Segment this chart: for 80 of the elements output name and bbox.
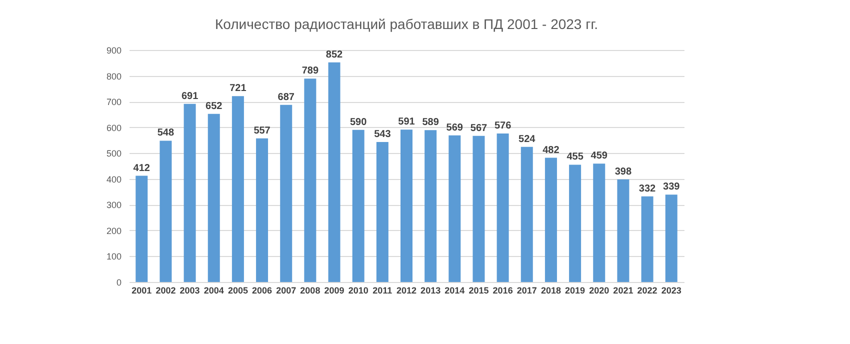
x-tick-label: 2017	[516, 286, 537, 296]
x-tick-label: 2011	[372, 286, 392, 296]
data-label: 569	[446, 122, 464, 134]
chart-title: Количество радиостанций работавших в ПД 2001 - 2023 гг.	[214, 16, 598, 32]
data-label: 455	[566, 152, 584, 163]
x-tick-label: 2010	[348, 286, 368, 296]
x-tick-label: 2021	[613, 286, 634, 296]
x-tick-label: 2023	[661, 286, 682, 296]
y-tick-label: 500	[106, 148, 122, 159]
bar	[472, 136, 485, 282]
x-tick-label: 2002	[156, 286, 176, 296]
data-label: 721	[230, 83, 247, 94]
bar	[136, 176, 148, 282]
bar	[593, 164, 606, 282]
bar	[641, 196, 654, 282]
data-label: 589	[422, 117, 440, 128]
x-tick-label: 2008	[300, 286, 320, 296]
y-tick-label: 900	[106, 46, 122, 56]
data-label: 482	[542, 144, 560, 156]
x-tick-label: 2012	[396, 286, 417, 296]
data-label: 557	[254, 125, 271, 136]
bar	[256, 138, 268, 282]
data-label: 567	[470, 122, 488, 134]
y-tick-label: 100	[106, 252, 122, 262]
bar	[665, 194, 678, 282]
data-label: 339	[663, 182, 680, 193]
x-tick-label: 2009	[324, 286, 344, 296]
bar	[232, 96, 244, 282]
bar	[569, 164, 582, 282]
bar	[544, 158, 557, 282]
y-tick-label: 700	[106, 97, 122, 108]
bar	[400, 130, 412, 282]
x-tick-label: 2001	[132, 286, 152, 296]
x-tick-label: 2005	[228, 286, 248, 296]
y-tick-label: 600	[106, 122, 122, 133]
x-tick-label: 2018	[540, 286, 561, 296]
data-label: 789	[302, 66, 319, 77]
x-tick-label: 2019	[565, 286, 586, 296]
y-tick-label: 300	[106, 200, 122, 210]
y-tick-label: 0	[116, 278, 122, 288]
bar	[376, 142, 388, 282]
data-label: 590	[350, 116, 368, 128]
bar	[328, 62, 340, 282]
x-tick-label: 2016	[492, 286, 513, 296]
x-tick-label: 2020	[589, 286, 610, 296]
x-tick-label: 2015	[468, 286, 489, 296]
x-tick-label: 2003	[180, 286, 200, 296]
bar	[496, 134, 509, 282]
bar	[424, 130, 437, 282]
x-tick-label: 2006	[252, 286, 272, 296]
y-tick-label: 200	[106, 226, 122, 236]
x-tick-label: 2007	[276, 286, 296, 296]
data-label: 576	[494, 120, 512, 132]
x-tick-label: 2004	[204, 286, 224, 296]
y-tick-label: 800	[106, 71, 122, 82]
data-label: 591	[398, 116, 416, 128]
bar	[280, 104, 292, 282]
data-label: 687	[278, 92, 295, 103]
bar	[617, 179, 630, 282]
data-label: 548	[157, 128, 174, 139]
data-label: 543	[374, 129, 392, 140]
bar	[304, 78, 316, 282]
y-tick-label: 400	[106, 174, 122, 184]
data-label: 852	[326, 49, 344, 60]
bar	[448, 135, 461, 282]
data-label: 524	[518, 134, 536, 145]
x-tick-label: 2022	[637, 286, 658, 296]
data-label: 652	[206, 100, 223, 112]
data-label: 398	[614, 166, 632, 178]
bar	[184, 104, 196, 282]
data-label: 691	[181, 90, 199, 102]
x-tick-label: 2013	[420, 286, 441, 296]
data-label: 332	[638, 183, 656, 194]
bar	[520, 146, 533, 282]
data-label: 412	[133, 162, 150, 174]
bar	[352, 130, 364, 282]
bar	[160, 140, 172, 282]
x-tick-label: 2014	[444, 286, 465, 296]
bar	[208, 114, 220, 282]
data-label: 459	[590, 150, 608, 162]
